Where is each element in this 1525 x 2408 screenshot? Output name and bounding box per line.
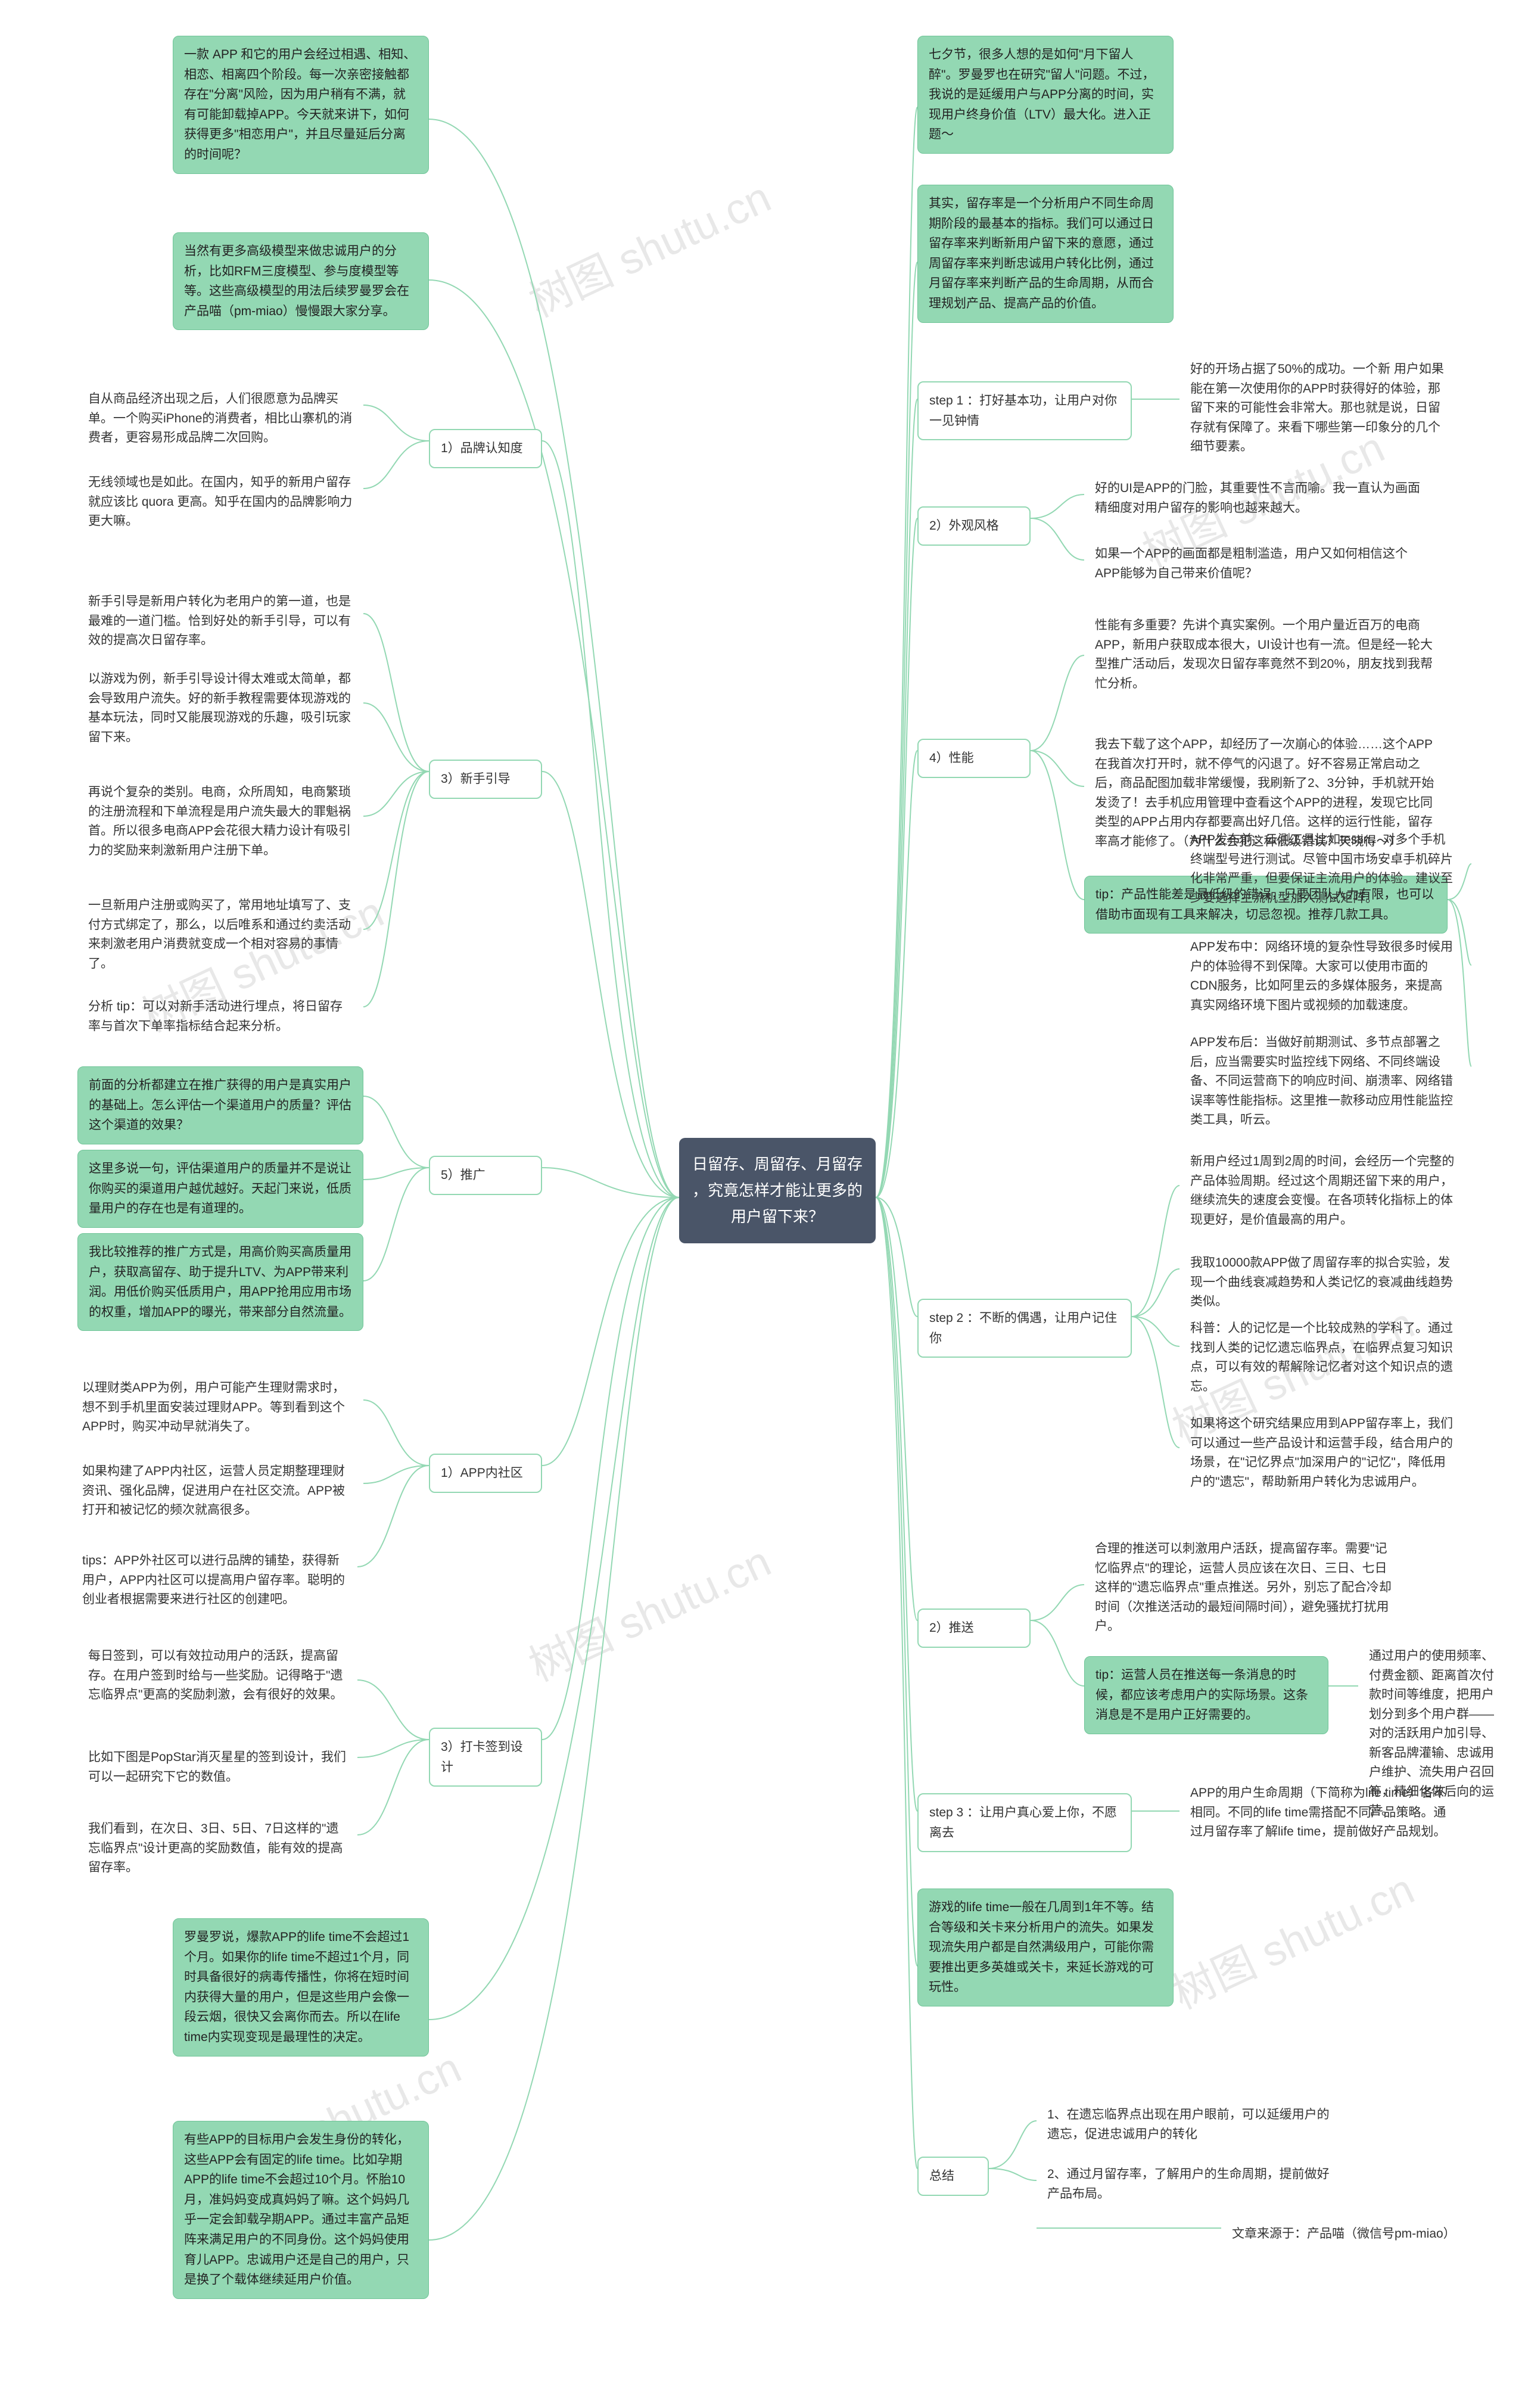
right-node-21: tip：运营人员在推送每一条消息的时候，都应该考虑用户的实际场景。这条消息是不是… bbox=[1084, 1656, 1328, 1734]
watermark-5: 树图 shutu.cn bbox=[1160, 1855, 1423, 2021]
left-node-9: 一旦新用户注册或购买了，常用地址填写了、支付方式绑定了，那么，以后唯系和通过约卖… bbox=[77, 888, 363, 982]
left-node-1: 当然有更多高级模型来做忠诚用户的分析，比如RFM三度模型、参与度模型等等。这些高… bbox=[173, 232, 429, 330]
right-node-3: 好的开场占据了50%的成功。一个新 用户如果能在第一次使用你的APP时获得好的体… bbox=[1179, 351, 1459, 465]
left-node-12: 前面的分析都建立在推广获得的用户是真实用户的基础上。怎么评估一个渠道用户的质量？… bbox=[77, 1066, 363, 1144]
right-node-6: 如果一个APP的画面都是粗制滥造，用户又如何相信这个APP能够为自己带来价值呢？ bbox=[1084, 536, 1442, 592]
left-node-15: 1）APP内社区 bbox=[429, 1454, 542, 1493]
right-node-19: 2）推送 bbox=[917, 1609, 1031, 1648]
left-node-4: 无线领域也是如此。在国内，知乎的新用户留存就应该比 quora 更高。知乎在国内… bbox=[77, 465, 363, 540]
right-node-1: 其实，留存率是一个分析用户不同生命周期阶段的最基本的指标。我们可以通过日留存率来… bbox=[917, 185, 1174, 323]
root-node: 日留存、周留存、月留存 ，究竟怎样才能让更多的 用户留下来？ bbox=[679, 1138, 876, 1243]
left-node-20: 每日签到，可以有效拉动用户的活跃，提高留存。在用户签到时给与一些奖励。记得略于"… bbox=[77, 1638, 357, 1713]
left-node-7: 以游戏为例，新手引导设计得太难或太简单，都会导致用户流失。好的新手教程需要体现游… bbox=[77, 661, 363, 755]
left-node-10: 分析 tip：可以对新手活动进行埋点，将日留存率与首次下单率指标结合起来分析。 bbox=[77, 989, 363, 1044]
right-node-5: 好的UI是APP的门脸，其重要性不言而喻。我一直认为画面精细度对用户留存的影响也… bbox=[1084, 471, 1442, 526]
left-node-22: 我们看到，在次日、3日、5日、7日这样的"遗忘临界点"设计更高的奖励数值，能有效… bbox=[77, 1811, 357, 1886]
right-node-18: 如果将这个研究结果应用到APP留存率上，我们可以通过一些产品设计和运营手段，结合… bbox=[1179, 1406, 1465, 1500]
right-node-28: 2、通过月留存率，了解用户的生命周期，提前做好产品布局。 bbox=[1037, 2157, 1346, 2212]
left-node-19: 3）打卡签到设计 bbox=[429, 1728, 542, 1787]
left-node-14: 我比较推荐的推广方式是，用高价购买高质量用户，获取高留存、助于提升LTV、为AP… bbox=[77, 1233, 363, 1331]
right-node-17: 科普：人的记忆是一个比较成熟的学科了。通过找到人类的记忆遗忘临界点，在临界点复习… bbox=[1179, 1311, 1465, 1405]
left-node-6: 新手引导是新用户转化为老用户的第一道，也是最难的一道门槛。恰到好处的新手引导，可… bbox=[77, 584, 363, 659]
left-node-3: 自从商品经济出现之后，人们很愿意为品牌买单。一个购买iPhone的消费者，相比山… bbox=[77, 381, 363, 456]
left-node-24: 有些APP的目标用户会发生身份的转化，这些APP会有固定的life time。比… bbox=[173, 2121, 429, 2299]
right-node-20: 合理的推送可以刺激用户活跃，提高留存率。需要"记忆临界点"的理论，运营人员应该在… bbox=[1084, 1531, 1406, 1645]
left-node-8: 再说个复杂的类别。电商，众所周知，电商繁琐的注册流程和下单流程是用户流失最大的罪… bbox=[77, 774, 363, 869]
right-node-4: 2）外观风格 bbox=[917, 506, 1031, 546]
left-node-23: 罗曼罗说，爆款APP的life time不会超过1个月。如果你的life tim… bbox=[173, 1918, 429, 2057]
left-node-5: 3）新手引导 bbox=[429, 760, 542, 799]
right-node-11: APP发布前：云测工具比如testin，对多个手机终端型号进行测试。尽管中国市场… bbox=[1179, 822, 1465, 916]
left-node-0: 一款 APP 和它的用户会经过相遇、相知、相恋、相离四个阶段。每一次亲密接触都存… bbox=[173, 36, 429, 174]
left-node-2: 1）品牌认知度 bbox=[429, 429, 542, 468]
right-node-13: APP发布后：当做好前期测试、多节点部署之后，应当需要实时监控线下网络、不同终端… bbox=[1179, 1025, 1465, 1138]
right-node-25: 游戏的life time一般在几周到1年不等。结合等级和关卡来分析用户的流失。如… bbox=[917, 1889, 1174, 2006]
right-node-14: step 2 ：不断的偶遇，让用户记住你 bbox=[917, 1299, 1132, 1358]
right-node-29: 文章来源于：产品喵（微信号pm-miao） bbox=[1221, 2216, 1495, 2253]
watermark-0: 树图 shutu.cn bbox=[517, 163, 779, 329]
right-node-7: 4）性能 bbox=[917, 739, 1031, 778]
left-node-11: 5）推广 bbox=[429, 1156, 542, 1195]
right-node-16: 我取10000款APP做了周留存率的拟合实验，发现一个曲线衰减趋势和人类记忆的衰… bbox=[1179, 1245, 1465, 1320]
left-node-21: 比如下图是PopStar消灭星星的签到设计，我们可以一起研究下它的数值。 bbox=[77, 1740, 357, 1795]
left-node-17: 如果构建了APP内社区，运营人员定期整理理财资讯、强化品牌，促进用户在社区交流。… bbox=[71, 1454, 363, 1529]
right-node-24: APP的用户生命周期（下简称为life time）各不相同。不同的life ti… bbox=[1179, 1775, 1465, 1850]
right-node-8: 性能有多重要？先讲个真实案例。一个用户量近百万的电商APP，新用户获取成本很大，… bbox=[1084, 608, 1448, 702]
right-node-15: 新用户经过1周到2周的时间，会经历一个完整的产品体验周期。经过这个周期还留下来的… bbox=[1179, 1144, 1465, 1238]
right-node-27: 1、在遗忘临界点出现在用户眼前，可以延缓用户的遗忘，促进忠诚用户的转化 bbox=[1037, 2097, 1346, 2152]
left-node-16: 以理财类APP为例，用户可能产生理财需求时，想不到手机里面安装过理财APP。等到… bbox=[71, 1370, 363, 1445]
right-node-2: step 1 ：打好基本功，让用户对你一见钟情 bbox=[917, 381, 1132, 440]
right-node-0: 七夕节，很多人想的是如何"月下留人醉"。罗曼罗也在研究"留人"问题。不过，我说的… bbox=[917, 36, 1174, 154]
right-node-23: step 3 ：让用户真心爱上你，不愿离去 bbox=[917, 1793, 1132, 1852]
left-node-13: 这里多说一句，评估渠道用户的质量并不是说让你购买的渠道用户越优越好。天起门来说，… bbox=[77, 1150, 363, 1228]
watermark-3: 树图 shutu.cn bbox=[517, 1527, 779, 1694]
right-node-12: APP发布中：网络环境的复杂性导致很多时候用户的体验得不到保障。大家可以使用市面… bbox=[1179, 929, 1465, 1023]
left-node-18: tips：APP外社区可以进行品牌的铺垫，获得新用户，APP内社区可以提高用户留… bbox=[71, 1543, 357, 1618]
right-node-26: 总结 bbox=[917, 2157, 989, 2196]
